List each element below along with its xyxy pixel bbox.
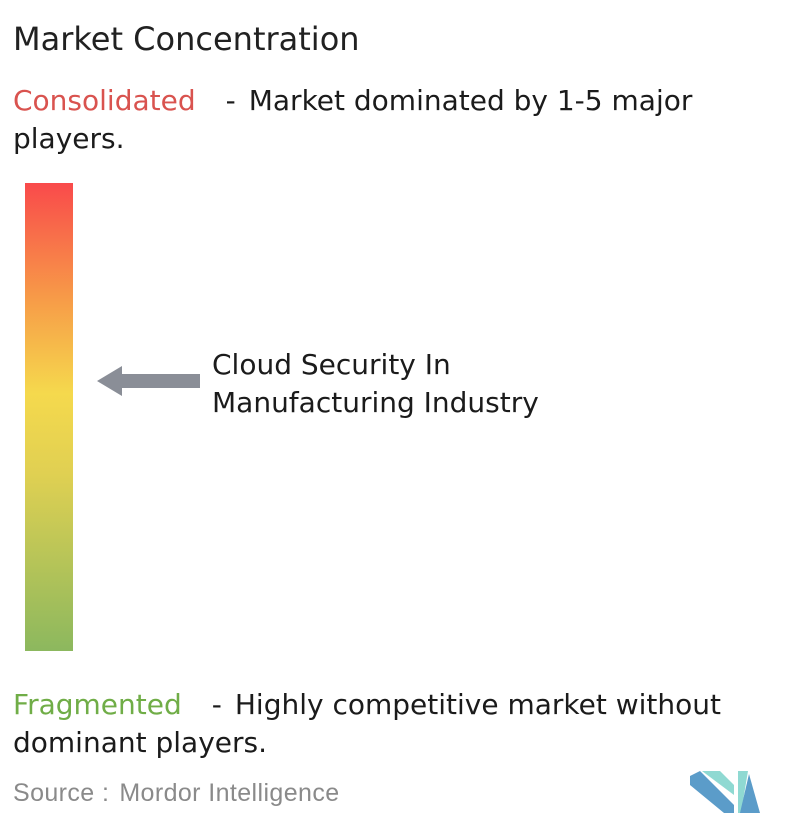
consolidated-term: Consolidated: [13, 84, 196, 117]
indicator-label-line-2: Manufacturing Industry: [212, 386, 539, 419]
logo-blue-left-shape: [690, 771, 734, 813]
arrow-left-icon: [97, 366, 200, 396]
mordor-intelligence-logo: [690, 771, 760, 813]
indicator-label: Cloud Security In Manufacturing Industry: [212, 346, 539, 422]
fragmented-term: Fragmented: [13, 688, 182, 721]
logo-teal-right-shape: [738, 771, 748, 813]
indicator-label-line-1: Cloud Security In: [212, 348, 451, 381]
concentration-gradient-bar: [25, 183, 73, 651]
page-title: Market Concentration: [13, 20, 360, 58]
source-value: Mordor Intelligence: [119, 779, 340, 807]
logo-teal-left-shape: [702, 771, 734, 795]
source-label: Source :: [13, 779, 110, 807]
consolidated-statement: Consolidated - Market dominated by 1-5 maj…: [13, 82, 775, 158]
fragmented-description: Highly competitive market without domina…: [13, 688, 722, 759]
consolidated-description: Market dominated by 1-5 major players.: [13, 84, 693, 155]
arrow-left-shape: [97, 366, 200, 396]
fragmented-statement: Fragmented - Highly competitive market wit…: [13, 686, 796, 762]
source-caption: Source : Mordor Intelligence: [13, 778, 340, 808]
logo-blue-right-shape: [740, 774, 760, 813]
separator-dash: -: [225, 84, 236, 117]
separator-dash: -: [211, 688, 222, 721]
